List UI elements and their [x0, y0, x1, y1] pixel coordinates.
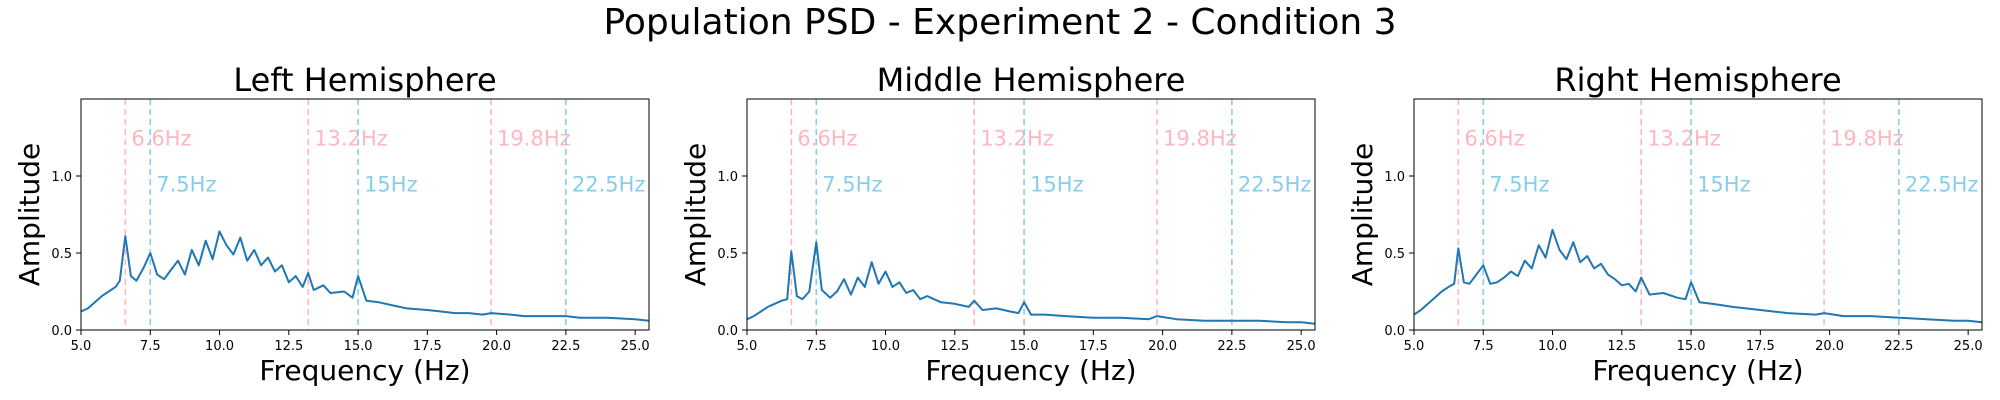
y-tick-label: 0.0: [51, 324, 72, 339]
x-tick-label: 15.0: [1010, 339, 1039, 354]
x-tick-label: 17.5: [1079, 339, 1108, 354]
reference-label: 7.5Hz: [1489, 173, 1549, 197]
x-tick-label: 10.0: [205, 339, 234, 354]
panel-title: Middle Hemisphere: [877, 61, 1186, 99]
x-tick-label: 20.0: [1815, 339, 1844, 354]
x-tick-label: 10.0: [871, 339, 900, 354]
x-tick-label: 22.5: [1217, 339, 1246, 354]
axes-frame: [1413, 98, 1983, 331]
panel-middle-hemisphere: Middle Hemisphere 6.6Hz 7.5Hz 13.2Hz 15Hz 19.…: [679, 61, 1316, 387]
panel-right-hemisphere: Right Hemisphere 6.6Hz 7.5Hz 13.2Hz 15Hz 19.8…: [1346, 61, 1983, 387]
reference-label: 19.8Hz: [1830, 127, 1904, 151]
x-tick-label: 22.5: [1884, 339, 1913, 354]
psd-line: [746, 241, 1316, 325]
x-tick-label: 12.5: [940, 339, 969, 354]
y-tick-label: 1.0: [717, 170, 738, 185]
x-tick-label: 7.5: [140, 339, 161, 354]
x-tick-label: 7.5: [806, 339, 827, 354]
x-tick-label: 5.0: [1404, 339, 1425, 354]
panel-title: Left Hemisphere: [233, 61, 496, 99]
x-tick-label: 17.5: [413, 339, 442, 354]
reference-label: 13.2Hz: [980, 127, 1054, 151]
reference-label: 6.6Hz: [1464, 127, 1524, 151]
psd-line: [1413, 228, 1983, 324]
y-axis-label: Amplitude: [13, 143, 46, 287]
x-tick-label: 17.5: [1746, 339, 1775, 354]
y-axis-label: Amplitude: [679, 143, 712, 287]
x-tick-label: 20.0: [1148, 339, 1177, 354]
x-tick-label: 5.0: [737, 339, 758, 354]
x-tick-label: 25.0: [1954, 339, 1983, 354]
x-tick-label: 25.0: [621, 339, 650, 354]
y-axis-label: Amplitude: [1346, 143, 1379, 287]
reference-label: 19.8Hz: [497, 127, 571, 151]
x-axis-label: Frequency (Hz): [259, 354, 470, 387]
x-tick-label: 15.0: [344, 339, 373, 354]
reference-label: 22.5Hz: [1238, 173, 1312, 197]
axes-frame: [746, 98, 1316, 331]
x-tick-label: 7.5: [1473, 339, 1494, 354]
x-tick-label: 10.0: [1538, 339, 1567, 354]
x-axis-label: Frequency (Hz): [1592, 354, 1803, 387]
x-tick-label: 20.0: [482, 339, 511, 354]
axes-frame: [80, 98, 650, 331]
reference-label: 6.6Hz: [131, 127, 191, 151]
y-tick-label: 0.0: [717, 324, 738, 339]
y-tick-label: 0.5: [51, 247, 72, 262]
y-tick-label: 1.0: [51, 170, 72, 185]
reference-label: 15Hz: [1030, 173, 1084, 197]
x-tick-label: 5.0: [71, 339, 92, 354]
y-tick-label: 0.5: [717, 247, 738, 262]
panel-left-hemisphere: Left Hemisphere 6.6Hz 7.5Hz 13.2Hz 15Hz 19.8H…: [13, 61, 650, 387]
x-tick-label: 15.0: [1677, 339, 1706, 354]
reference-label: 6.6Hz: [797, 127, 857, 151]
x-axis-label: Frequency (Hz): [925, 354, 1136, 387]
reference-label: 22.5Hz: [1905, 173, 1979, 197]
psd-line: [80, 230, 650, 322]
reference-label: 15Hz: [364, 173, 418, 197]
x-tick-label: 12.5: [274, 339, 303, 354]
reference-label: 19.8Hz: [1163, 127, 1237, 151]
y-tick-label: 1.0: [1384, 170, 1405, 185]
x-tick-label: 22.5: [551, 339, 580, 354]
reference-label: 13.2Hz: [1647, 127, 1721, 151]
reference-label: 13.2Hz: [314, 127, 388, 151]
x-tick-label: 12.5: [1607, 339, 1636, 354]
reference-label: 22.5Hz: [572, 173, 646, 197]
y-tick-label: 0.5: [1384, 247, 1405, 262]
reference-label: 15Hz: [1697, 173, 1751, 197]
y-tick-label: 0.0: [1384, 324, 1405, 339]
panel-title: Right Hemisphere: [1554, 61, 1841, 99]
reference-label: 7.5Hz: [156, 173, 216, 197]
x-tick-label: 25.0: [1287, 339, 1316, 354]
figure-title: Population PSD - Experiment 2 - Conditio…: [603, 2, 1397, 43]
reference-label: 7.5Hz: [822, 173, 882, 197]
